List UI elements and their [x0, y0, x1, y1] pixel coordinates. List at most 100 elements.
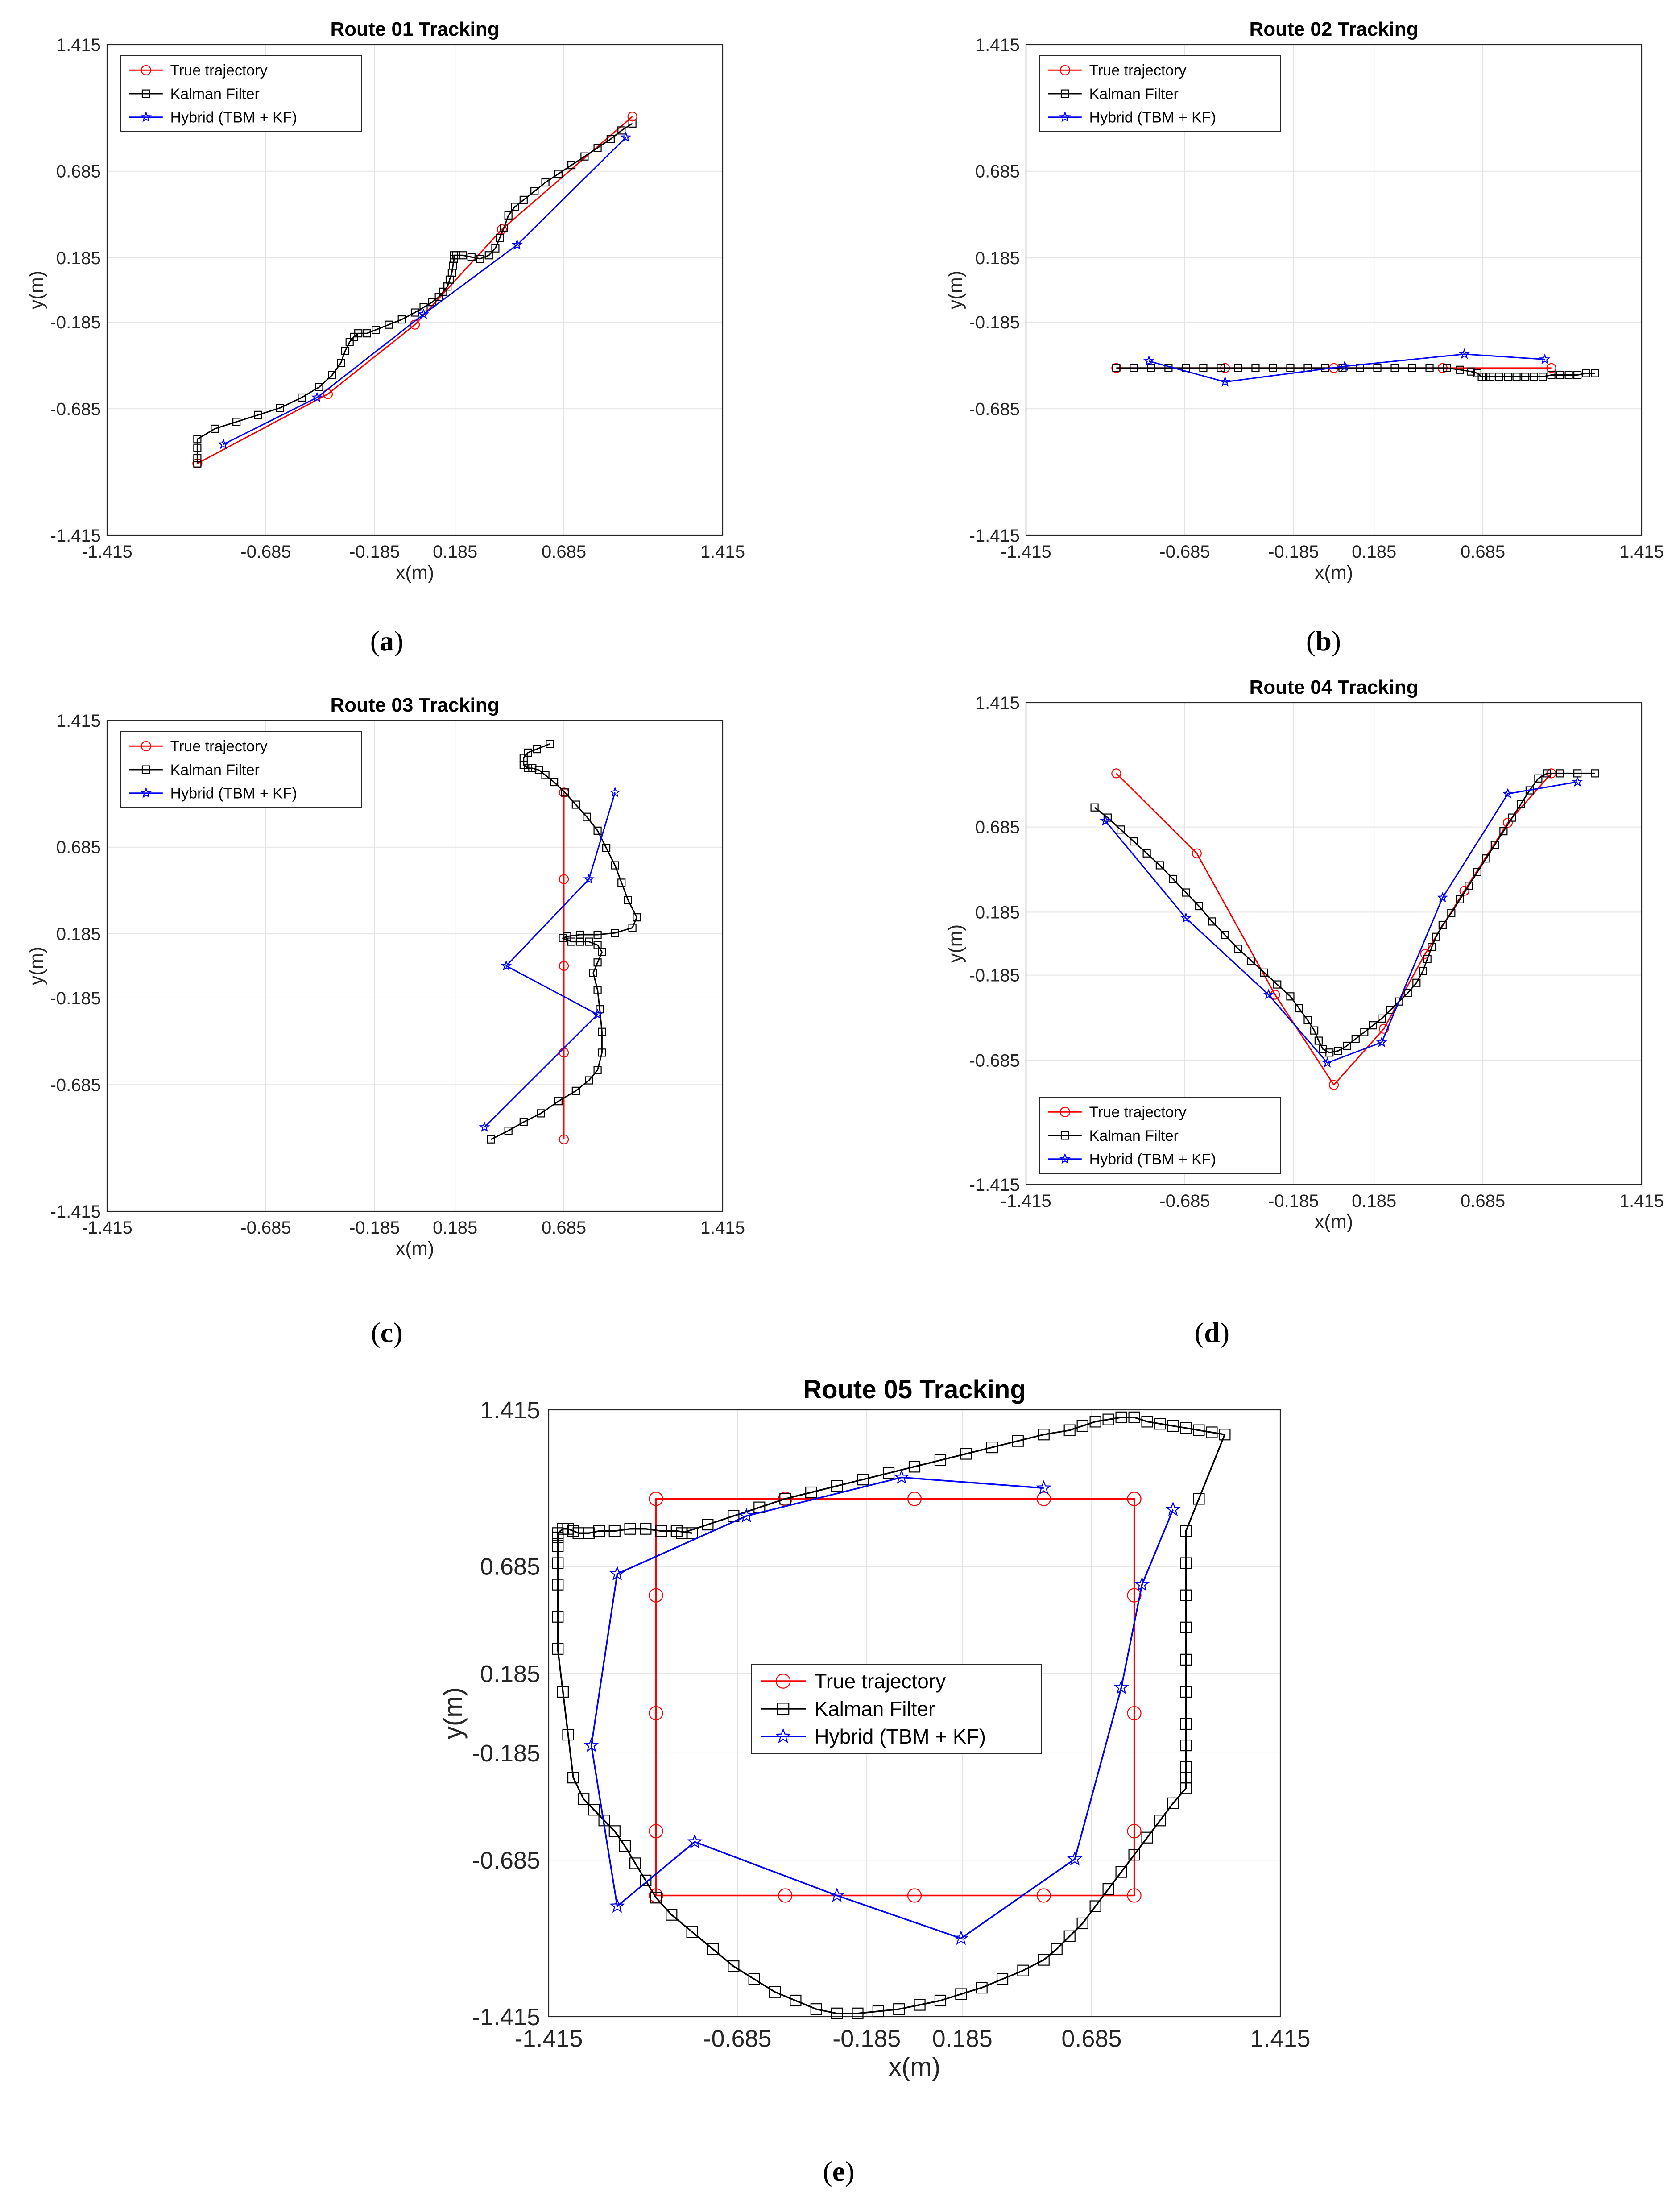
- data-point-kf: [1499, 827, 1508, 836]
- data-point-kf: [1090, 803, 1099, 812]
- data-point-kf: [519, 1118, 528, 1126]
- data-point-true: [1546, 363, 1556, 373]
- data-point-kf: [608, 1525, 621, 1537]
- data-point-kf: [748, 1973, 760, 1985]
- legend-marker-true: [1059, 1106, 1070, 1117]
- data-point-kf: [434, 293, 443, 301]
- data-point-kf: [728, 1960, 740, 1972]
- legend: True trajectory Kalman Filter Hybrid (TBM …: [1039, 55, 1281, 132]
- data-point-hybrid: [1165, 1501, 1181, 1516]
- data-point-kf: [593, 1066, 602, 1074]
- x-tick-label: -0.685: [240, 542, 291, 562]
- data-point-kf: [537, 1109, 545, 1118]
- y-tick-label: -0.685: [50, 1075, 101, 1095]
- data-point-kf: [193, 443, 202, 452]
- data-point-hybrid: [583, 873, 595, 884]
- data-point-kf: [617, 878, 626, 887]
- data-point-kf: [1180, 1525, 1192, 1537]
- data-point-kf: [593, 958, 602, 967]
- data-point-kf: [1195, 902, 1203, 911]
- data-point-kf: [1303, 1016, 1312, 1024]
- data-point-kf: [193, 459, 202, 468]
- data-point-kf: [1443, 364, 1451, 373]
- data-point-true: [907, 1492, 922, 1506]
- data-point-true: [559, 961, 569, 971]
- data-point-kf: [624, 1523, 636, 1535]
- series-kf: [1090, 769, 1599, 1057]
- data-point-kf: [1180, 1718, 1192, 1730]
- data-point-kf: [1154, 1418, 1166, 1430]
- data-point-kf: [1234, 945, 1242, 953]
- caption-b: (b): [1306, 625, 1341, 657]
- data-point-kf: [337, 359, 345, 367]
- y-tick-label: 0.685: [56, 162, 101, 182]
- legend-marker-kf: [1060, 89, 1069, 98]
- x-axis-label: x(m): [889, 2052, 941, 2081]
- legend-marker-kf: [1060, 1131, 1069, 1140]
- data-point-kf: [1432, 932, 1440, 941]
- data-point-true: [907, 1888, 922, 1903]
- x-tick-label: 0.185: [433, 1218, 477, 1238]
- data-point-kf: [996, 1973, 1009, 1985]
- data-point-true: [1127, 1706, 1142, 1721]
- data-point-kf: [1556, 769, 1564, 778]
- data-point-hybrid: [1539, 353, 1551, 365]
- data-point-kf: [546, 740, 554, 748]
- y-tick-label: -1.415: [969, 1175, 1020, 1195]
- y-tick-label: -1.415: [50, 1202, 101, 1222]
- series-true: [649, 1492, 1142, 1903]
- data-point-kf: [580, 152, 589, 161]
- data-point-hybrid: [953, 1930, 969, 1945]
- legend-marker-true: [1059, 65, 1070, 75]
- x-tick-label: -0.185: [1268, 542, 1319, 562]
- x-tick-label: 1.415: [700, 542, 745, 562]
- data-point-kf: [439, 287, 447, 296]
- data-point-kf: [496, 234, 504, 242]
- legend-label-hybrid: Hybrid (TBM + KF): [1089, 1151, 1216, 1168]
- data-point-kf: [504, 1127, 513, 1135]
- data-point-kf: [552, 1643, 564, 1655]
- data-point-hybrid: [583, 1737, 599, 1752]
- data-point-kf: [1180, 1589, 1192, 1601]
- y-axis-label: y(m): [26, 947, 47, 985]
- data-point-kf: [578, 1793, 590, 1805]
- data-point-hybrid: [1100, 815, 1111, 826]
- data-point-kf: [1208, 917, 1217, 926]
- y-tick-label: 0.685: [480, 1554, 540, 1580]
- data-point-kf: [1169, 874, 1177, 883]
- y-tick-label: -0.185: [472, 1740, 540, 1767]
- data-point-kf: [1564, 371, 1573, 379]
- y-axis-label: y(m): [439, 1687, 468, 1740]
- data-point-kf: [1390, 364, 1399, 373]
- data-point-kf: [1012, 1435, 1024, 1447]
- data-point-kf: [1473, 868, 1481, 876]
- legend: True trajectory Kalman Filter Hybrid (TBM …: [120, 55, 362, 132]
- x-tick-label: -1.415: [514, 2026, 583, 2052]
- data-point-kf: [1182, 888, 1190, 897]
- data-point-kf: [1408, 364, 1416, 373]
- data-point-kf: [1521, 373, 1530, 381]
- y-tick-label: 1.415: [975, 35, 1020, 55]
- series-line-kf: [1116, 367, 1595, 377]
- data-point-kf: [666, 1909, 678, 1921]
- data-point-kf: [315, 383, 323, 391]
- data-point-kf: [1428, 943, 1436, 951]
- chart-panel-c: -1.415-1.415 -0.685 -0.685 -0.185 -0.185 0.18…: [26, 694, 745, 1260]
- data-point-hybrid: [511, 239, 523, 250]
- data-point-kf: [1234, 364, 1242, 373]
- data-point-kf: [1447, 909, 1456, 917]
- data-point-kf: [534, 766, 543, 774]
- y-axis-label: y(m): [945, 271, 966, 309]
- legend-marker-true: [141, 741, 151, 751]
- data-point-hybrid: [1437, 891, 1448, 903]
- y-tick-label: 1.415: [56, 35, 101, 55]
- data-point-kf: [211, 424, 219, 433]
- data-point-kf: [1269, 364, 1277, 373]
- legend-marker-kf: [141, 89, 150, 98]
- data-point-kf: [567, 937, 576, 946]
- data-point-hybrid: [1572, 776, 1583, 787]
- chart-title: Route 01 Tracking: [330, 18, 499, 40]
- data-point-kf: [561, 788, 569, 797]
- y-tick-label: 0.185: [975, 249, 1020, 268]
- data-point-hybrid: [1143, 355, 1155, 366]
